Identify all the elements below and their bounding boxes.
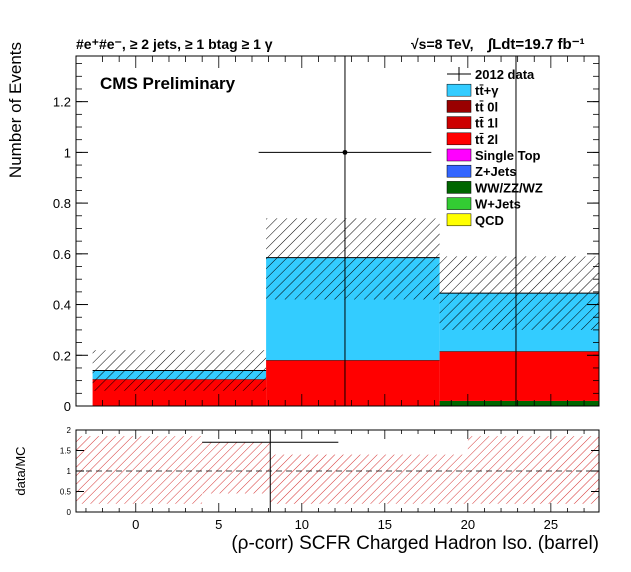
ratio-xtick-label-1: 5: [215, 517, 222, 532]
legend-swatch-9: [446, 213, 472, 227]
ratio-x-ticks: 0 5 10 15 20 25: [85, 430, 585, 532]
ratio-ytick-label-0: 0: [67, 508, 72, 517]
main-ytick-label-4: 0.8: [53, 196, 71, 211]
ratio-plot: 0 0.5 1 1.5 2 0 5 10 15 20 25: [60, 426, 600, 532]
main-ytick-label-6: 1.2: [53, 95, 71, 110]
main-y-axis-label: Number of Events: [6, 42, 25, 178]
main-plot: 0 0.2 0.4 0.6 0.8 1 1.2: [53, 55, 600, 414]
channel-label: #e⁺#e⁻, ≥ 2 jets, ≥ 1 btag ≥ 1 γ: [76, 36, 273, 52]
legend-label-5: Single Top: [475, 148, 541, 163]
ratio-band-bin-1: [202, 442, 271, 494]
uncertainty-bin-2: [439, 256, 599, 330]
legend-swatch-4: [446, 132, 472, 146]
uncertainty-bin-1: [266, 218, 440, 300]
bar-ww-zz-wz-bin-2: [439, 400, 599, 406]
main-ytick-label-5: 1: [64, 145, 71, 160]
ratio-ytick-label-3: 1.5: [60, 447, 72, 456]
ratio-xtick-label-3: 15: [378, 517, 392, 532]
experiment-label: CMS Preliminary: [100, 74, 236, 93]
legend-label-8: W+Jets: [475, 197, 521, 212]
main-ytick-label-1: 0.2: [53, 348, 71, 363]
main-ytick-label-3: 0.6: [53, 247, 71, 262]
legend-label-3: tt̄ 1l: [475, 116, 498, 131]
legend-swatch-3: [446, 116, 472, 129]
x-axis-label: (ρ-corr) SCFR Charged Hadron Iso. (barre…: [231, 533, 599, 554]
ratio-points: [202, 430, 339, 512]
legend-label-6: Z+Jets: [475, 164, 517, 179]
bar-tt-2l-bin-1: [266, 360, 440, 406]
legend-swatch-8: [446, 197, 472, 210]
main-frame: [75, 55, 600, 407]
main-x-ticks: [102, 56, 585, 406]
legend-swatch-1: [446, 83, 472, 97]
legend-label-0: 2012 data: [475, 67, 535, 82]
ratio-y-ticks: 0 0.5 1 1.5 2: [60, 426, 599, 517]
main-ytick-label-2: 0.4: [53, 298, 71, 313]
main-y-ticks: 0 0.2 0.4 0.6 0.8 1 1.2: [53, 63, 599, 414]
ratio-uncertainty-band: [76, 430, 599, 512]
ratio-gap-lower-1: [202, 493, 271, 512]
legend-label-7: WW/ZZ/WZ: [475, 180, 543, 195]
data-point-0: [342, 149, 348, 155]
main-ytick-label-0: 0: [64, 399, 71, 414]
ratio-band-bin-2: [270, 454, 468, 504]
luminosity-label: ∫Ldt=19.7 fb⁻¹: [487, 36, 585, 53]
ratio-y-axis-label: data/MC: [13, 446, 28, 495]
ratio-ytick-label-4: 2: [67, 426, 72, 435]
legend-label-9: QCD: [475, 213, 504, 228]
legend-label-1: tt̄+γ: [475, 83, 499, 98]
ratio-xtick-label-2: 10: [295, 517, 309, 532]
ratio-ytick-label-1: 0.5: [60, 488, 72, 497]
legend-swatch-7: [446, 181, 472, 194]
ratio-ytick-label-2: 1: [67, 467, 72, 476]
legend-swatch-6: [446, 164, 472, 178]
ratio-xtick-label-0: 0: [132, 517, 139, 532]
ratio-band-bin-3: [467, 436, 599, 504]
legend-swatch-5: [446, 148, 472, 162]
legend-label-2: tt̄ 0l: [475, 99, 498, 114]
ratio-xtick-label-4: 20: [461, 517, 475, 532]
legend-swatch-2: [446, 100, 472, 113]
legend-label-4: tt̄ 2l: [475, 132, 498, 147]
bar-tt-2l-bin-2: [439, 351, 599, 401]
ratio-xtick-label-5: 25: [544, 517, 558, 532]
ratio-band-bin-0: [76, 436, 203, 504]
energy-label: √s=8 TeV,: [411, 36, 474, 52]
uncertainty-bin-0: [92, 350, 267, 391]
uncertainty-band: [92, 218, 599, 391]
